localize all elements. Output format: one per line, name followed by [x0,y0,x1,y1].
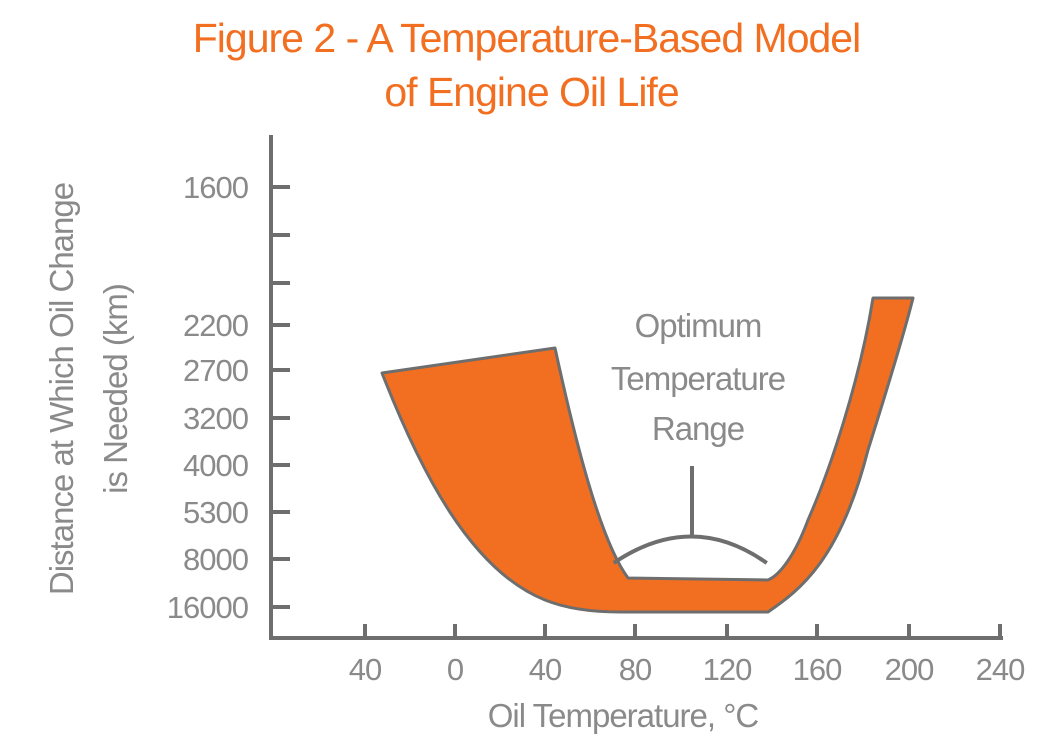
x-axis-label: Oil Temperature, °C [488,697,759,734]
y-tick-label: 2700 [183,353,249,388]
y-tick-label: 5300 [183,495,249,530]
x-tick-label: 40 [349,652,382,687]
x-tick-label: 240 [976,652,1025,687]
annotation-text-line: Temperature [611,360,785,397]
optimum-range-bracket [612,534,768,565]
annotation-text-line: Optimum [635,307,762,344]
y-tick-label: 16000 [167,590,249,625]
y-tick-label: 8000 [183,542,249,577]
annotation-text-line: Range [652,410,744,447]
y-tick-label: 1600 [183,170,249,205]
y-tick-label: 2200 [183,308,249,343]
y-tick-label: 3200 [183,401,249,436]
x-tick-label: 40 [529,652,562,687]
x-tick-label: 0 [447,652,464,687]
y-tick-label: 4000 [183,448,249,483]
oil-life-band [380,296,915,614]
chart-title-line1: Figure 2 - A Temperature-Based Model [192,15,861,61]
chart-title-line2: of Engine Oil Life [384,69,679,115]
x-tick-label: 80 [619,652,652,687]
x-tick-label: 200 [885,652,934,687]
x-tick-label: 160 [793,652,842,687]
x-tick-label: 120 [703,652,752,687]
